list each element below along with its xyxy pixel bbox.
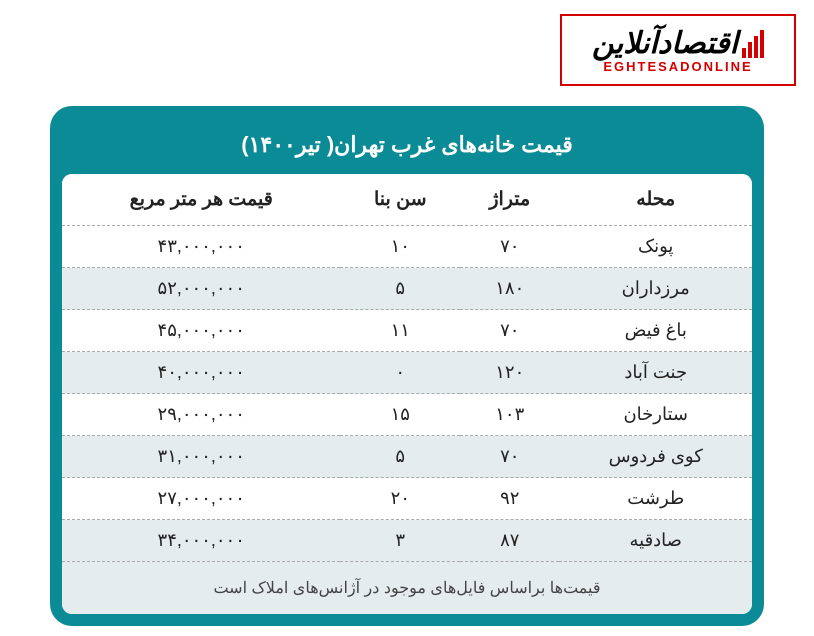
cell-neighborhood: طرشت [559,478,752,520]
logo-text-fa: اقتصادآنلاین [592,26,738,61]
cell-age: ۵ [340,436,460,478]
cell-neighborhood: ستارخان [559,394,752,436]
table-header-row: محله متراژ سن بنا قیمت هر متر مربع [62,174,752,226]
price-table-container: قیمت خانه‌های غرب تهران( تیر۱۴۰۰) محله م… [50,106,764,626]
col-age: سن بنا [340,174,460,226]
cell-age: ۰ [340,352,460,394]
logo-main-row: اقتصادآنلاین [592,26,764,61]
price-table: محله متراژ سن بنا قیمت هر متر مربع پونک … [62,174,752,614]
logo-text-en: EGHTESADONLINE [603,59,752,74]
table-body: پونک ۷۰ ۱۰ ۴۳,۰۰۰,۰۰۰ مرزداران ۱۸۰ ۵ ۵۲,… [62,226,752,562]
table-row: جنت آباد ۱۲۰ ۰ ۴۰,۰۰۰,۰۰۰ [62,352,752,394]
cell-area: ۱۲۰ [460,352,559,394]
site-logo: اقتصادآنلاین EGHTESADONLINE [560,14,796,86]
cell-area: ۱۰۳ [460,394,559,436]
cell-area: ۹۲ [460,478,559,520]
cell-price: ۲۷,۰۰۰,۰۰۰ [62,478,340,520]
cell-area: ۷۰ [460,310,559,352]
cell-area: ۱۸۰ [460,268,559,310]
cell-age: ۲۰ [340,478,460,520]
cell-neighborhood: جنت آباد [559,352,752,394]
cell-age: ۱۰ [340,226,460,268]
cell-price: ۴۰,۰۰۰,۰۰۰ [62,352,340,394]
cell-area: ۸۷ [460,520,559,562]
table-row: مرزداران ۱۸۰ ۵ ۵۲,۰۰۰,۰۰۰ [62,268,752,310]
cell-price: ۵۲,۰۰۰,۰۰۰ [62,268,340,310]
table-row: ستارخان ۱۰۳ ۱۵ ۲۹,۰۰۰,۰۰۰ [62,394,752,436]
cell-neighborhood: کوی فردوس [559,436,752,478]
cell-price: ۲۹,۰۰۰,۰۰۰ [62,394,340,436]
table-row: صادقیه ۸۷ ۳ ۳۴,۰۰۰,۰۰۰ [62,520,752,562]
table-row: کوی فردوس ۷۰ ۵ ۳۱,۰۰۰,۰۰۰ [62,436,752,478]
cell-price: ۳۴,۰۰۰,۰۰۰ [62,520,340,562]
table-row: باغ فیض ۷۰ ۱۱ ۴۵,۰۰۰,۰۰۰ [62,310,752,352]
logo-bars-icon [742,30,764,58]
cell-age: ۱۵ [340,394,460,436]
table-row: طرشت ۹۲ ۲۰ ۲۷,۰۰۰,۰۰۰ [62,478,752,520]
table-footer-row: قیمت‌ها براساس فایل‌های موجود در آژانس‌ه… [62,562,752,615]
cell-area: ۷۰ [460,436,559,478]
cell-age: ۳ [340,520,460,562]
table-footer-note: قیمت‌ها براساس فایل‌های موجود در آژانس‌ه… [62,562,752,615]
cell-price: ۴۳,۰۰۰,۰۰۰ [62,226,340,268]
cell-neighborhood: باغ فیض [559,310,752,352]
cell-age: ۱۱ [340,310,460,352]
cell-age: ۵ [340,268,460,310]
table-title: قیمت خانه‌های غرب تهران( تیر۱۴۰۰) [62,118,752,174]
cell-neighborhood: پونک [559,226,752,268]
cell-neighborhood: مرزداران [559,268,752,310]
col-area: متراژ [460,174,559,226]
cell-area: ۷۰ [460,226,559,268]
cell-neighborhood: صادقیه [559,520,752,562]
col-price: قیمت هر متر مربع [62,174,340,226]
col-neighborhood: محله [559,174,752,226]
cell-price: ۴۵,۰۰۰,۰۰۰ [62,310,340,352]
table-row: پونک ۷۰ ۱۰ ۴۳,۰۰۰,۰۰۰ [62,226,752,268]
cell-price: ۳۱,۰۰۰,۰۰۰ [62,436,340,478]
